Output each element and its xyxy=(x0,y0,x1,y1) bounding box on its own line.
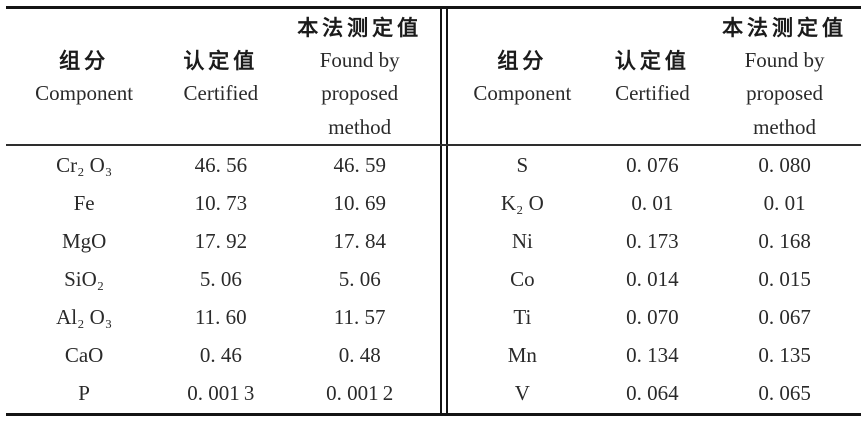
component-cell: Fe xyxy=(73,190,95,215)
component-cell: Cr₂ O₃ xyxy=(56,152,113,177)
found-value-cell: 0. 168 xyxy=(758,228,811,253)
certified-value-cell: 0. 076 xyxy=(626,152,679,177)
found-header-en-line2: proposed xyxy=(746,81,824,106)
found-value-cell: 11. 57 xyxy=(333,305,386,330)
certified-value-cell: 0. 064 xyxy=(626,381,679,406)
found-value-cell: 0. 067 xyxy=(758,305,811,330)
certified-value-cell: 46. 56 xyxy=(194,152,248,177)
found-value-cell: 0. 001 2 xyxy=(326,381,394,406)
component-cell: K₂ O xyxy=(500,190,544,215)
right-header-found: 本法测定值 Found by proposed method xyxy=(708,9,861,146)
right-header-certified: 认定值 Certified xyxy=(597,9,709,146)
header-separator-rule xyxy=(6,144,861,146)
component-cell: MgO xyxy=(61,228,107,253)
certified-header-en: Certified xyxy=(615,81,690,106)
table-row: Ni 0. 173 0. 168 xyxy=(448,222,861,260)
header-spacer xyxy=(6,10,162,44)
center-double-rule xyxy=(440,9,448,413)
found-value-cell: 46. 59 xyxy=(333,152,386,177)
found-header-zh: 本法测定值 xyxy=(297,16,423,40)
component-header-zh: 组分 xyxy=(59,50,110,74)
found-header-en-line3: method xyxy=(753,114,817,139)
table-row: SiO₂ 5. 06 5. 06 xyxy=(6,260,440,298)
certified-value-cell: 5. 06 xyxy=(199,266,242,291)
certified-value-cell: 10. 73 xyxy=(194,190,248,215)
found-value-cell: 0. 080 xyxy=(758,152,811,177)
certified-value-cell: 0. 134 xyxy=(626,343,679,368)
found-value-cell: 0. 015 xyxy=(758,266,811,291)
table-row: K₂ O 0. 01 0. 01 xyxy=(448,184,861,222)
right-table-body: S 0. 076 0. 080 K₂ O 0. 01 0. 01 Ni 0. 1… xyxy=(448,146,861,413)
table-row: MgO 17. 92 17. 84 xyxy=(6,222,440,260)
table-right-half: 组分 Component 认定值 Certified 本法测定值 Found b… xyxy=(448,9,861,413)
certified-header-zh: 认定值 xyxy=(614,50,690,74)
table-row: Co 0. 014 0. 015 xyxy=(448,260,861,298)
certified-header-en: Certified xyxy=(183,81,259,106)
component-header-zh: 组分 xyxy=(497,50,548,74)
table-row: V 0. 064 0. 065 xyxy=(448,375,861,413)
certified-vs-found-table: 组分 Component 认定值 Certified 本法测定值 Found b… xyxy=(6,6,861,416)
header-spacer xyxy=(448,10,597,44)
found-value-cell: 10. 69 xyxy=(333,190,386,215)
certified-value-cell: 0. 46 xyxy=(199,343,242,368)
component-cell: S xyxy=(516,152,529,177)
right-header-row: 组分 Component 认定值 Certified 本法测定值 Found b… xyxy=(448,9,861,146)
table-row: Al₂ O₃ 11. 60 11. 57 xyxy=(6,299,440,337)
certified-value-cell: 0. 173 xyxy=(626,228,679,253)
table-row: S 0. 076 0. 080 xyxy=(448,146,861,184)
found-header-en-line3: method xyxy=(328,114,392,139)
certified-value-cell: 0. 001 3 xyxy=(187,381,255,406)
table-row: Cr₂ O₃ 46. 56 46. 59 xyxy=(6,146,440,184)
certified-value-cell: 17. 92 xyxy=(194,228,248,253)
table-row: Ti 0. 070 0. 067 xyxy=(448,299,861,337)
component-cell: P xyxy=(78,381,90,406)
found-value-cell: 5. 06 xyxy=(338,266,381,291)
table-row: P 0. 001 3 0. 001 2 xyxy=(6,375,440,413)
component-cell: Co xyxy=(510,266,535,291)
left-table-body: Cr₂ O₃ 46. 56 46. 59 Fe 10. 73 10. 69 Mg… xyxy=(6,146,440,413)
component-cell: Mn xyxy=(507,343,537,368)
left-header-found: 本法测定值 Found by proposed method xyxy=(279,9,440,146)
found-header-en-line2: proposed xyxy=(321,81,399,106)
component-cell: V xyxy=(514,381,530,406)
certified-value-cell: 0. 014 xyxy=(626,266,679,291)
certified-value-cell: 11. 60 xyxy=(194,305,247,330)
certified-value-cell: 0. 01 xyxy=(631,190,674,215)
certified-header-zh: 认定值 xyxy=(183,50,259,74)
found-header-zh: 本法测定值 xyxy=(722,16,848,40)
right-header-component: 组分 Component xyxy=(448,9,597,146)
found-value-cell: 0. 135 xyxy=(758,343,811,368)
component-cell: Ni xyxy=(511,228,533,253)
left-header-component: 组分 Component xyxy=(6,9,162,146)
component-cell: Al₂ O₃ xyxy=(56,305,113,330)
left-header-certified: 认定值 Certified xyxy=(162,9,279,146)
component-cell: Ti xyxy=(513,305,532,330)
found-value-cell: 0. 065 xyxy=(758,381,811,406)
found-header-en-line1: Found by xyxy=(744,47,825,72)
table-left-half: 组分 Component 认定值 Certified 本法测定值 Found b… xyxy=(6,9,440,413)
component-header-en: Component xyxy=(35,81,134,106)
found-value-cell: 17. 84 xyxy=(333,228,386,253)
found-value-cell: 0. 48 xyxy=(338,343,381,368)
component-header-en: Component xyxy=(473,81,572,106)
table-row: Fe 10. 73 10. 69 xyxy=(6,184,440,222)
found-value-cell: 0. 01 xyxy=(763,190,806,215)
certified-value-cell: 0. 070 xyxy=(626,305,679,330)
found-header-en-line1: Found by xyxy=(319,47,400,72)
component-cell: CaO xyxy=(64,343,104,368)
table-row: Mn 0. 134 0. 135 xyxy=(448,337,861,375)
table-row: CaO 0. 46 0. 48 xyxy=(6,337,440,375)
left-header-row: 组分 Component 认定值 Certified 本法测定值 Found b… xyxy=(6,9,440,146)
header-spacer xyxy=(162,10,279,44)
component-cell: SiO₂ xyxy=(64,266,105,291)
header-spacer xyxy=(597,10,709,44)
